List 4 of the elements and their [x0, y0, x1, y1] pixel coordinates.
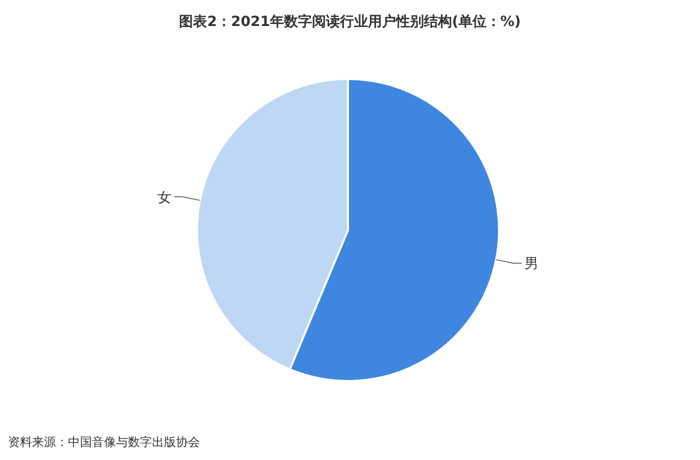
- text: 资料来源：中国音像与数字出版协会: [8, 435, 200, 449]
- chart-title: 图表2：2021年数字阅读行业用户性别结构(单位：%): [179, 13, 521, 30]
- slice-label: 男: [524, 256, 539, 272]
- slice-label: 女: [157, 190, 172, 206]
